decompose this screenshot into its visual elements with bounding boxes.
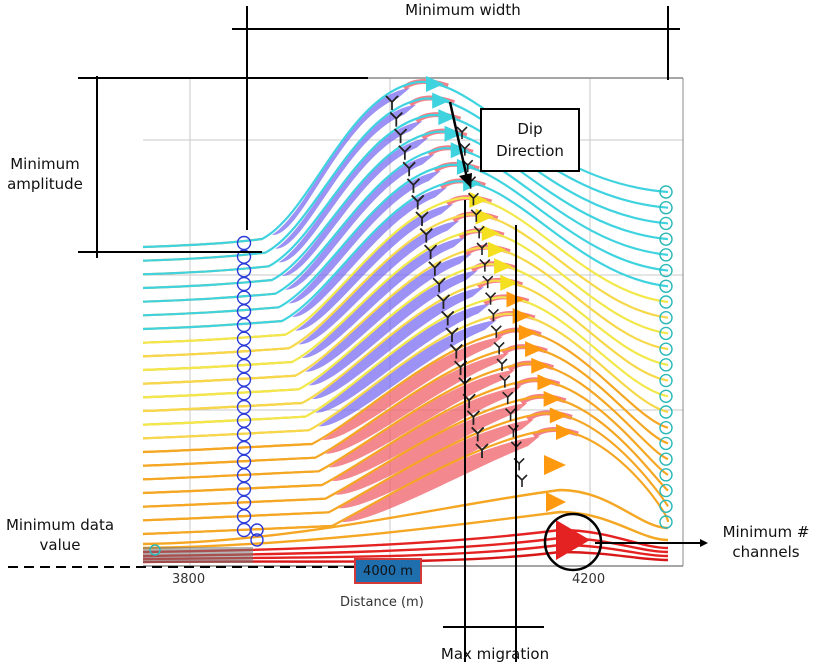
dip-direction-line2: Direction bbox=[496, 142, 564, 160]
minimum-channels-line1: Minimum # bbox=[722, 523, 810, 541]
trace-end-markers bbox=[149, 185, 673, 556]
max-migration-label: Max migration bbox=[440, 645, 550, 663]
minimum-data-value-line1: Minimum data bbox=[5, 516, 115, 534]
x-tick-4200: 4200 bbox=[572, 572, 606, 587]
annotation-lines bbox=[8, 6, 700, 662]
x-axis-label: Distance (m) bbox=[340, 595, 424, 610]
minimum-amplitude-label: Minimum amplitude bbox=[0, 154, 90, 194]
minimum-amplitude-line2: amplitude bbox=[7, 175, 83, 193]
channels-arrowhead bbox=[700, 539, 708, 547]
dip-direction-box: Dip Direction bbox=[480, 108, 580, 172]
minimum-channels-line2: channels bbox=[732, 543, 800, 561]
distance-badge: 4000 m bbox=[354, 558, 422, 584]
minimum-amplitude-line1: Minimum bbox=[10, 155, 80, 173]
x-tick-3800: 3800 bbox=[172, 572, 206, 587]
dip-arrowhead bbox=[459, 173, 472, 188]
horizon-triangles bbox=[426, 76, 574, 512]
minimum-data-value-line2: value bbox=[39, 536, 81, 554]
minimum-width-label: Minimum width bbox=[405, 1, 521, 19]
dip-arrow-shaft bbox=[448, 101, 469, 179]
bottom-flat-traces bbox=[142, 488, 669, 564]
dip-direction-line1: Dip bbox=[517, 120, 543, 138]
seismic-traces bbox=[142, 80, 670, 536]
minimum-channels-label: Minimum # channels bbox=[714, 522, 818, 562]
minimum-data-value-label: Minimum data value bbox=[0, 515, 120, 555]
